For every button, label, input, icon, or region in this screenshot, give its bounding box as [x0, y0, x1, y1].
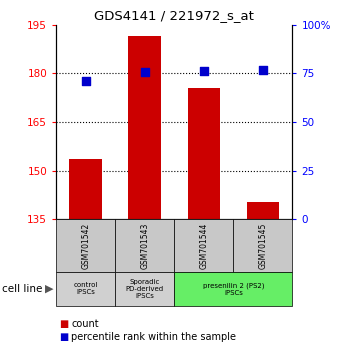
Text: count: count: [71, 319, 99, 329]
Point: [201, 68, 206, 73]
Text: cell line: cell line: [2, 284, 42, 294]
Point: [260, 67, 266, 72]
Text: GSM701545: GSM701545: [258, 222, 267, 269]
Text: presenilin 2 (PS2)
iPSCs: presenilin 2 (PS2) iPSCs: [203, 282, 264, 296]
Text: GSM701542: GSM701542: [81, 222, 90, 269]
Text: ▶: ▶: [45, 284, 54, 294]
Point: [83, 78, 88, 84]
Text: percentile rank within the sample: percentile rank within the sample: [71, 332, 236, 342]
Point: [142, 70, 148, 75]
Bar: [69, 159, 102, 219]
Text: ■: ■: [59, 332, 69, 342]
Text: control
IPSCs: control IPSCs: [73, 282, 98, 295]
Bar: [188, 88, 220, 219]
Text: Sporadic
PD-derived
iPSCs: Sporadic PD-derived iPSCs: [126, 279, 164, 299]
Text: GSM701544: GSM701544: [199, 222, 208, 269]
Bar: [246, 202, 279, 219]
Text: ■: ■: [59, 319, 69, 329]
Text: GSM701543: GSM701543: [140, 222, 149, 269]
Title: GDS4141 / 221972_s_at: GDS4141 / 221972_s_at: [94, 9, 254, 22]
Bar: [129, 36, 161, 219]
